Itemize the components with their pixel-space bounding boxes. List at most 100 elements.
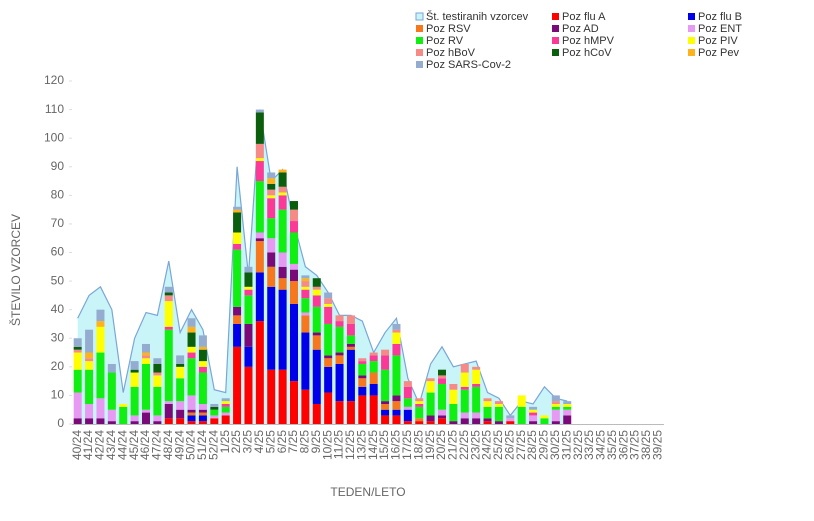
bar-segment — [85, 403, 94, 419]
bar-segment — [551, 409, 560, 422]
bar-segment — [176, 418, 185, 424]
bar-segment — [107, 421, 116, 424]
bar-segment — [529, 415, 538, 422]
bar-segment — [153, 372, 162, 376]
x-tick-label: 11/25 — [332, 430, 346, 459]
bar-segment — [198, 412, 207, 416]
bar-segment — [255, 232, 264, 239]
bar-segment — [198, 403, 207, 410]
bar-segment — [119, 406, 128, 424]
bar-segment — [85, 358, 94, 362]
x-tick-label: 6/25 — [275, 430, 289, 454]
bar-segment — [233, 209, 242, 213]
x-tick-label: 4/25 — [252, 430, 266, 454]
bar-segment — [176, 378, 185, 402]
bar-segment — [312, 295, 321, 307]
bar-segment — [233, 315, 242, 324]
x-axis-label: TEDEN/LETO — [330, 485, 405, 499]
bar-segment — [233, 212, 242, 233]
bar-segment — [233, 249, 242, 307]
bar-segment — [301, 389, 310, 424]
bar-segment — [130, 421, 139, 424]
bar-segment — [107, 409, 116, 422]
bar-segment — [210, 406, 219, 410]
x-tick-label: 2/25 — [229, 430, 243, 454]
bar-segment — [233, 243, 242, 250]
legend-swatch — [416, 25, 423, 32]
bar-segment — [346, 346, 355, 350]
x-tick-label: 23/25 — [468, 430, 482, 460]
bar-segment — [96, 321, 105, 327]
bar-segment — [551, 395, 560, 402]
bar-segment — [438, 378, 446, 384]
x-tick-label: 24/25 — [480, 430, 494, 460]
bar-segment — [267, 198, 276, 219]
bar-segment — [426, 421, 435, 424]
x-tick-label: 44/24 — [115, 430, 129, 460]
bar-segment — [415, 421, 424, 424]
bar-segment — [210, 403, 219, 407]
bar-segment — [438, 375, 446, 379]
x-tick-label: 20/25 — [434, 430, 448, 460]
bar-segment — [494, 401, 503, 404]
x-tick-label: 8/25 — [298, 430, 312, 454]
bar-segment — [506, 415, 515, 419]
x-tick-label: 35/25 — [605, 430, 619, 460]
x-tick-label: 16/25 — [389, 430, 403, 460]
bar-segment — [460, 372, 469, 387]
bar-segment — [267, 172, 276, 179]
x-tick-label: 37/25 — [628, 430, 642, 460]
bar-segment — [187, 358, 196, 396]
bar-segment — [267, 183, 276, 190]
bar-segment — [255, 161, 264, 182]
bar-segment — [392, 401, 401, 410]
bar-segment — [96, 418, 105, 424]
bar-segment — [403, 421, 412, 424]
bar-segment — [198, 335, 207, 347]
bar-segment — [221, 401, 230, 404]
bar-segment — [426, 415, 435, 422]
bar-segment — [85, 369, 94, 404]
x-tick-label: 32/25 — [571, 430, 585, 460]
bar-segment — [301, 286, 310, 290]
bar-segment — [85, 361, 94, 370]
x-tick-label: 9/25 — [309, 430, 323, 454]
bar-segment — [529, 406, 538, 410]
x-tick-label: 33/25 — [582, 430, 596, 460]
x-tick-label: 17/25 — [400, 430, 414, 460]
bar-segment — [335, 326, 344, 353]
bar-segment — [563, 409, 572, 416]
bar-segment — [301, 275, 310, 279]
bar-segment — [438, 418, 446, 424]
bar-segment — [267, 286, 276, 370]
bar-segment — [233, 232, 242, 244]
legend-label: Poz SARS-Cov-2 — [426, 59, 511, 71]
bar-segment — [358, 363, 367, 376]
bar-segment — [563, 401, 572, 404]
bar-segment — [210, 415, 219, 419]
legend-swatch — [552, 25, 559, 32]
x-tick-label: 7/25 — [286, 430, 300, 454]
x-tick-label: 25/25 — [491, 430, 505, 460]
bar-segment — [472, 383, 481, 387]
bar-segment — [244, 272, 253, 287]
bar-segment — [73, 338, 82, 347]
bar-segment — [290, 303, 298, 382]
legend-label: Št. testiranih vzorcev — [426, 10, 529, 23]
bar-segment — [233, 323, 242, 347]
bar-segment — [142, 352, 150, 356]
legend-label: Poz flu A — [562, 11, 606, 23]
bar-segment — [563, 403, 572, 407]
bar-segment — [130, 361, 139, 370]
y-axis-label: ŠTEVILO VZORCEV — [8, 214, 23, 326]
bar-segment — [164, 401, 173, 404]
bar-segment — [483, 418, 492, 422]
x-tick-label: 46/24 — [138, 430, 152, 460]
bar-segment — [153, 363, 162, 373]
bar-segment — [563, 415, 572, 424]
bar-segment — [290, 209, 298, 222]
bar-segment — [426, 392, 435, 416]
bar-segment — [403, 386, 412, 399]
bar-segment — [255, 143, 264, 159]
